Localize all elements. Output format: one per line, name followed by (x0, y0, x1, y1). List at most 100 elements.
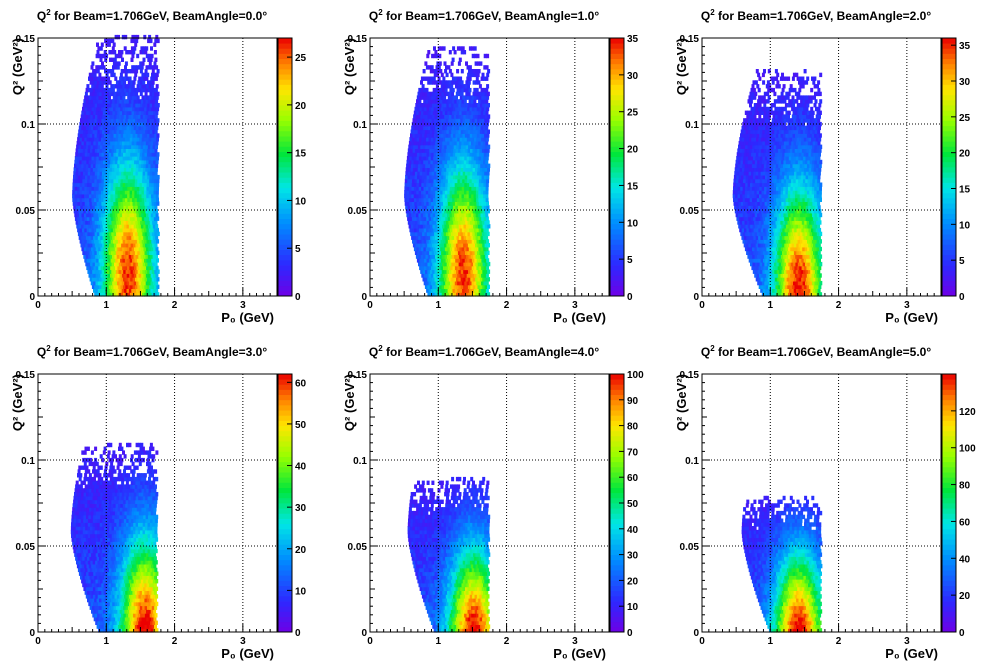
heatmap-cell (110, 227, 114, 233)
heatmap-cell (99, 118, 103, 123)
heatmap-cell (480, 110, 484, 115)
heatmap-cell (88, 190, 92, 195)
heatmap-cell (455, 243, 459, 248)
heatmap-cell (429, 174, 432, 180)
heatmap-cell (125, 50, 129, 55)
heatmap-cell (473, 193, 477, 199)
heatmap-cell (153, 42, 157, 47)
heatmap-cell (134, 250, 138, 255)
heatmap-cell (140, 269, 143, 274)
heatmap-cell (440, 246, 444, 252)
heatmap-cell (108, 80, 112, 85)
heatmap-cell (802, 224, 806, 229)
heatmap-cell (468, 110, 472, 115)
heatmap-cell (443, 106, 447, 112)
heatmap-cell (147, 174, 151, 180)
heatmap-cell (811, 273, 815, 278)
heatmap-cell (467, 129, 471, 134)
palette-swatch (278, 290, 292, 297)
heatmap-cell (98, 197, 102, 202)
heatmap-cell (468, 269, 471, 274)
heatmap-cell (106, 91, 110, 97)
heatmap-cell (152, 103, 155, 108)
heatmap-cell (780, 273, 784, 278)
palette-swatch (278, 259, 292, 266)
heatmap-cell (104, 261, 108, 267)
heatmap-cell (452, 216, 456, 221)
heatmap-cell (461, 261, 464, 267)
heatmap-cell (799, 209, 803, 214)
heatmap-cell (456, 159, 460, 165)
heatmap-cell (120, 258, 124, 263)
heatmap-cell (134, 201, 138, 206)
heatmap-cell (769, 288, 773, 293)
heatmap-cell (449, 197, 453, 202)
heatmap-cell (811, 254, 815, 259)
heatmap-cell (111, 231, 115, 237)
heatmap-cell (156, 292, 160, 297)
heatmap-cell (156, 197, 159, 202)
heatmap-cell (466, 280, 470, 286)
heatmap-cell (123, 277, 126, 282)
heatmap-cell (451, 163, 455, 168)
heatmap-cell (484, 118, 488, 123)
heatmap-cell (79, 159, 83, 165)
heatmap-cell (469, 216, 473, 221)
heatmap-cell (413, 190, 417, 195)
heatmap-cell (770, 235, 774, 240)
heatmap-cell (453, 277, 457, 282)
heatmap-cell (89, 197, 93, 202)
heatmap-cell (438, 171, 442, 176)
heatmap-cell (113, 182, 117, 187)
heatmap-cell (478, 125, 482, 131)
heatmap-cell (119, 163, 123, 168)
heatmap-cell (127, 284, 131, 289)
heatmap-cell (144, 284, 148, 289)
heatmap-cell (808, 205, 812, 210)
heatmap-cell (756, 239, 760, 244)
heatmap-cell (430, 110, 434, 115)
heatmap-cell (150, 246, 154, 252)
heatmap-cell (790, 280, 794, 286)
heatmap-cell (749, 212, 753, 218)
heatmap-cell (437, 254, 441, 259)
heatmap-cell (132, 227, 136, 233)
heatmap-cell (98, 265, 102, 271)
heatmap-cell (775, 220, 779, 225)
heatmap-cell (761, 273, 765, 278)
heatmap-cell (815, 258, 819, 263)
heatmap-cell (127, 265, 130, 271)
heatmap-cell (435, 137, 439, 142)
heatmap-cell (108, 284, 112, 289)
heatmap-cell (147, 99, 151, 104)
heatmap-cell (450, 216, 454, 221)
heatmap-cell (466, 246, 470, 252)
heatmap-cell (132, 239, 136, 244)
heatmap-cell (130, 284, 134, 289)
y-tick-label: 0.05 (16, 206, 36, 217)
heatmap-cell (125, 216, 129, 221)
heatmap-cell (439, 261, 443, 267)
heatmap-cell (140, 163, 144, 168)
heatmap-cell (145, 129, 149, 134)
heatmap-cell (476, 288, 480, 293)
heatmap-cell (469, 121, 473, 127)
heatmap-cell (460, 129, 464, 134)
heatmap-cell (146, 193, 150, 199)
heatmap-cell (126, 129, 129, 134)
heatmap-cell (459, 193, 463, 199)
heatmap-cell (473, 159, 477, 165)
heatmap-cell (458, 129, 462, 134)
heatmap-cell (460, 91, 464, 97)
heatmap-cell (412, 231, 416, 237)
heatmap-cell (459, 273, 463, 278)
heatmap-cell (442, 46, 446, 51)
heatmap-cell (801, 227, 805, 233)
heatmap-cell (413, 246, 417, 252)
heatmap-cell (457, 174, 461, 180)
heatmap-cell (759, 273, 762, 278)
heatmap-cell (447, 110, 451, 115)
heatmap-cell (102, 288, 106, 293)
heatmap-cell (424, 284, 428, 289)
heatmap-cell (117, 190, 121, 195)
